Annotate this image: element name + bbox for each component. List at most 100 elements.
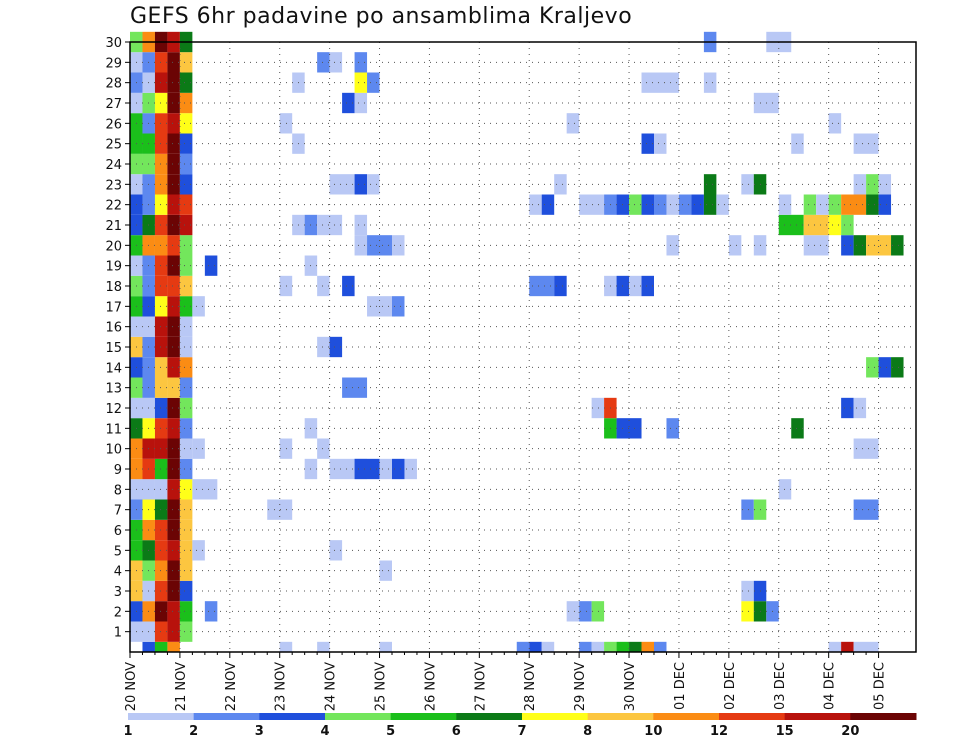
- colorbar-swatch: [259, 713, 326, 720]
- x-tick-label: 21 NOV: [174, 662, 189, 711]
- colorbar-label: 10: [644, 724, 662, 739]
- heatmap-cell: [741, 580, 754, 602]
- heatmap-cell: [329, 174, 355, 195]
- heatmap-cell: [154, 214, 168, 236]
- heatmap-cell: [342, 92, 355, 114]
- x-tick-label: 28 NOV: [523, 662, 538, 711]
- colorbar-label: 6: [452, 724, 461, 739]
- heatmap-cell: [179, 601, 193, 622]
- colorbar-label: 1: [123, 724, 132, 739]
- heatmap-cell: [179, 153, 193, 175]
- heatmap-cell: [342, 377, 368, 398]
- heatmap-cell: [828, 194, 842, 215]
- y-tick-label: 15: [105, 341, 122, 356]
- heatmap-cell: [516, 641, 530, 652]
- heatmap-cell: [179, 499, 193, 520]
- heatmap-cell: [853, 499, 879, 520]
- heatmap-cells: [130, 31, 904, 652]
- heatmap-cell: [367, 235, 392, 256]
- heatmap-cell: [691, 194, 704, 215]
- heatmap-cell: [179, 113, 193, 134]
- heatmap-cell: [641, 641, 654, 652]
- x-tick-label: 03 DEC: [773, 662, 788, 710]
- heatmap-cell: [167, 214, 180, 236]
- heatmap-cell: [629, 641, 642, 652]
- y-tick-label: 20: [105, 239, 122, 254]
- heatmap-cell: [367, 174, 380, 195]
- heatmap-cell: [579, 194, 605, 215]
- heatmap-cell: [167, 499, 180, 520]
- heatmap-cell: [741, 174, 754, 195]
- y-tick-label: 29: [105, 56, 122, 71]
- heatmap-cell: [853, 235, 867, 256]
- heatmap-cell: [179, 255, 193, 276]
- heatmap-cell: [167, 174, 180, 195]
- heatmap-cell: [703, 174, 717, 195]
- heatmap-cell: [541, 194, 555, 215]
- heatmap-cell: [167, 458, 180, 480]
- y-tick-label: 14: [105, 361, 122, 376]
- heatmap-cell: [154, 316, 168, 337]
- heatmap-cell: [379, 458, 392, 480]
- heatmap-cell: [179, 357, 193, 378]
- heatmap-cell: [179, 397, 193, 419]
- heatmap-cell: [641, 133, 654, 154]
- heatmap-cell: [142, 641, 155, 652]
- heatmap-cell: [354, 72, 368, 93]
- heatmap-cell: [616, 418, 642, 439]
- heatmap-cell: [179, 316, 193, 337]
- heatmap-cell: [778, 214, 804, 236]
- x-tick-label: 04 DEC: [823, 662, 838, 710]
- heatmap-cell: [791, 133, 804, 154]
- heatmap-cell: [317, 336, 330, 358]
- heatmap-cell: [279, 113, 293, 134]
- heatmap-cell: [641, 194, 654, 215]
- heatmap-cell: [354, 52, 368, 73]
- colorbar-label: 4: [320, 724, 329, 739]
- heatmap-cell: [154, 540, 168, 561]
- heatmap-cell: [666, 194, 679, 215]
- heatmap-cell: [167, 601, 180, 622]
- heatmap-cell: [167, 560, 180, 581]
- colorbar-label: 8: [583, 724, 592, 739]
- heatmap-cell: [853, 174, 867, 195]
- heatmap-cell: [342, 275, 355, 297]
- heatmap-cell: [167, 641, 180, 652]
- heatmap-cell: [154, 641, 168, 652]
- heatmap-cell: [641, 72, 679, 93]
- heatmap-cell: [828, 641, 842, 652]
- x-tick-label: 26 NOV: [423, 662, 438, 711]
- colorbar-swatch: [587, 713, 654, 720]
- heatmap-cell: [853, 133, 879, 154]
- heatmap-cell: [641, 275, 654, 297]
- colorbar-label: 15: [776, 724, 794, 739]
- heatmap-cell: [192, 540, 205, 561]
- heatmap-cell: [154, 72, 168, 93]
- heatmap-cell: [828, 214, 842, 236]
- y-tick-label: 1: [114, 626, 122, 641]
- heatmap-cell: [703, 72, 717, 93]
- y-tick-label: 30: [105, 36, 122, 51]
- heatmap-cell: [554, 275, 567, 297]
- y-axis-ticks: 1234567891011121314151617181920212223242…: [105, 36, 130, 641]
- y-tick-label: 22: [105, 199, 122, 214]
- heatmap-cell: [167, 397, 180, 419]
- heatmap-cell: [154, 255, 168, 276]
- heatmap-cell: [179, 52, 193, 73]
- heatmap-cell: [167, 479, 180, 500]
- heatmap-cell: [392, 296, 405, 317]
- heatmap-cell: [317, 275, 330, 297]
- heatmap-cell: [192, 296, 205, 317]
- heatmap-cell: [354, 214, 368, 236]
- heatmap-cell: [317, 641, 330, 652]
- colorbar-label: 3: [255, 724, 264, 739]
- x-tick-label: 01 DEC: [673, 662, 688, 710]
- heatmap-cell: [866, 357, 879, 378]
- heatmap-cell: [866, 235, 892, 256]
- heatmap-cell: [154, 560, 168, 581]
- heatmap-cell: [167, 92, 180, 114]
- heatmap-cell: [154, 113, 168, 134]
- heatmap-cell: [154, 133, 168, 154]
- y-tick-label: 9: [114, 463, 122, 478]
- heatmap-cell: [853, 397, 867, 419]
